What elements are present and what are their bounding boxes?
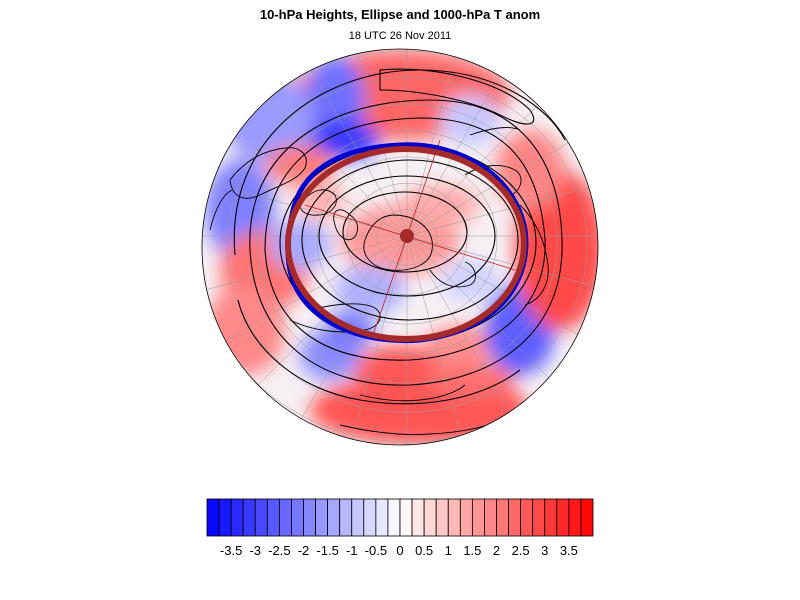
colorbar-tick-label: -2.5 — [268, 543, 290, 558]
colorbar-box — [351, 498, 365, 537]
meridian-line — [406, 235, 475, 445]
colorbar-box — [447, 498, 461, 537]
meridian-line — [339, 49, 408, 237]
colorbar-box — [206, 498, 220, 537]
colorbar-box — [459, 498, 473, 537]
colorbar-box — [399, 498, 413, 537]
colorbar-tick-label: 1.5 — [463, 543, 481, 558]
colorbar-box — [339, 498, 353, 537]
globe-outline — [201, 48, 599, 446]
colorbar-tick-label: -2 — [298, 543, 310, 558]
colorbar-box — [363, 498, 377, 537]
colorbar-tick-label: 2 — [493, 543, 500, 558]
colorbar-box — [230, 498, 244, 537]
meridian-line — [339, 235, 408, 445]
meridian-line — [406, 49, 475, 237]
polar-map — [201, 48, 599, 446]
colorbar-box — [520, 498, 534, 537]
colorbar-boxes — [206, 498, 594, 537]
colorbar-box — [556, 498, 570, 537]
colorbar-box — [315, 498, 329, 537]
colorbar-tick-label: 1 — [445, 543, 452, 558]
colorbar-box — [266, 498, 280, 537]
colorbar-tick-label: 0.5 — [415, 543, 433, 558]
colorbar-tick-label: -0.5 — [365, 543, 387, 558]
map-subtitle: 18 UTC 26 Nov 2011 — [348, 30, 452, 42]
colorbar-tick-label: -1 — [346, 543, 358, 558]
colorbar-box — [532, 498, 546, 537]
colorbar-box — [327, 498, 341, 537]
colorbar-box — [471, 498, 485, 537]
ellipse-center-marker — [400, 229, 414, 243]
colorbar-tick-label: -1.5 — [316, 543, 338, 558]
colorbar-box — [387, 498, 401, 537]
colorbar-tick-label: -3 — [249, 543, 261, 558]
colorbar-tick-label: 3.5 — [560, 543, 578, 558]
colorbar-box — [278, 498, 292, 537]
meridian-line — [406, 235, 598, 304]
fitted-ellipse — [285, 146, 527, 342]
colorbar-tick-label: 3 — [541, 543, 548, 558]
colorbar-box — [423, 498, 437, 537]
colorbar-labels: -3.5 -3 -2.5 -2 -1.5 -1 -0.5 0 0.5 1 1.5 2 2.5 3 3.5 — [220, 543, 578, 558]
colorbar-box — [303, 498, 316, 537]
colorbar-box — [496, 498, 509, 537]
colorbar-box — [568, 498, 582, 537]
meridian-line — [276, 49, 408, 237]
colorbar-box — [218, 498, 232, 537]
colorbar-box — [580, 498, 594, 537]
colorbar-box — [435, 498, 449, 537]
meridian-line — [202, 168, 408, 237]
colorbar-tick-label: 0 — [396, 543, 403, 558]
colorbar-box — [375, 498, 389, 537]
map-title: 10-hPa Heights, Ellipse and 1000-hPa T a… — [259, 7, 541, 22]
meridian-line — [202, 235, 408, 304]
meridian-line — [406, 49, 538, 237]
colorbar-box — [291, 498, 304, 537]
colorbar-tick-label: 2.5 — [512, 543, 530, 558]
colorbar-box — [254, 498, 268, 537]
meridian-line — [406, 168, 598, 237]
colorbar-box — [242, 498, 256, 537]
colorbar-box — [508, 498, 522, 537]
colorbar-box — [411, 498, 425, 537]
anomaly-field — [202, 49, 598, 445]
colorbar-tick-label: -3.5 — [220, 543, 242, 558]
colorbar-box — [544, 498, 558, 537]
colorbar-box — [484, 498, 497, 537]
